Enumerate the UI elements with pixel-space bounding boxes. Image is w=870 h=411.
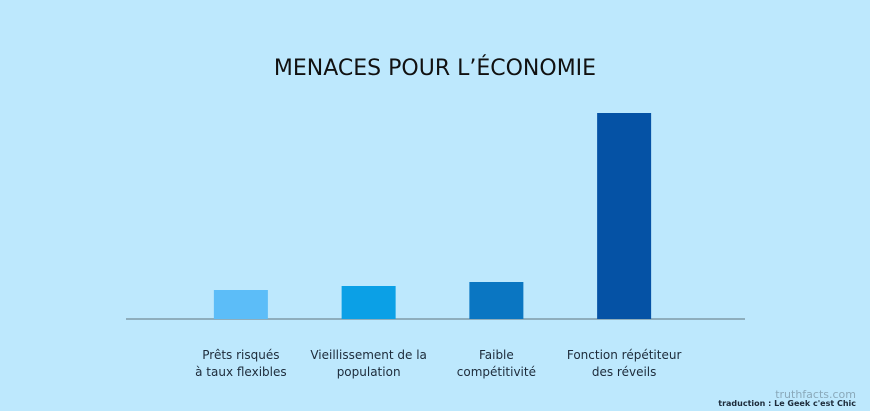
x-tick-label: Prêts risqués à taux flexibles (195, 348, 287, 379)
source: truthfacts.com (775, 388, 856, 401)
bar (341, 286, 396, 319)
bar (213, 290, 268, 319)
credit: traduction : Le Geek c'est Chic (718, 399, 856, 408)
x-tick-label: Faible compétitivité (456, 348, 536, 379)
chart-title: MENACES POUR L’ÉCONOMIE (273, 56, 597, 81)
bar (597, 113, 652, 319)
x-tick-label: Fonction répétiteur des réveils (566, 348, 682, 379)
x-tick-label: Vieillissement de la population (310, 348, 427, 379)
bar (469, 282, 524, 319)
